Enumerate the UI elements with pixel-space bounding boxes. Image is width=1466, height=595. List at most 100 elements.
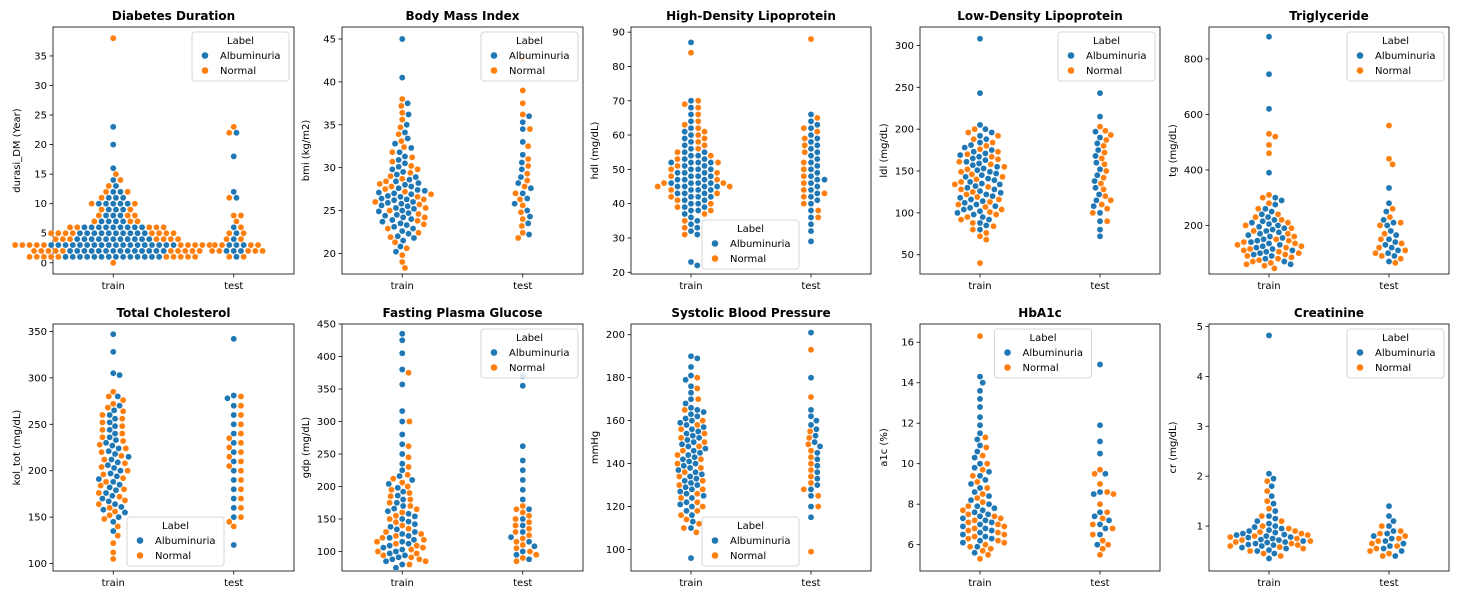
data-point-albuminuria-train [409,225,417,232]
data-point-normal-train [414,217,421,225]
data-point-albuminuria-train [701,196,708,204]
data-point-normal-train [681,406,689,414]
data-point-normal-train [153,235,160,243]
data-point-albuminuria-test [1385,512,1393,520]
data-point-albuminuria-test [1090,202,1097,210]
data-point-albuminuria-train [404,202,411,210]
y-tick-label: 120 [606,502,625,513]
data-point-albuminuria-test [233,241,240,249]
data-point-normal-test [1385,155,1393,163]
data-point-albuminuria-train [996,181,1004,188]
data-point-albuminuria-test [1102,470,1109,478]
data-point-albuminuria-train [976,484,984,492]
data-point-albuminuria-train [1252,540,1259,547]
data-point-albuminuria-test [811,438,818,446]
data-point-albuminuria-train [694,159,702,166]
data-point-albuminuria-train [687,39,695,46]
data-point-normal-train [98,448,105,456]
data-point-albuminuria-train [982,156,989,164]
chart-panel-3: High-Density Lipoprotein2030405060708090… [590,9,872,292]
data-point-albuminuria-train [976,472,984,480]
data-point-albuminuria-train [687,152,695,159]
data-point-albuminuria-test [230,235,238,243]
data-point-normal-train [1299,545,1307,552]
data-point-normal-test [807,35,815,43]
data-point-albuminuria-test [807,406,815,414]
data-point-albuminuria-train [106,419,113,426]
data-point-albuminuria-train [392,204,400,212]
data-point-normal-train [654,183,662,190]
data-point-albuminuria-test [1096,209,1104,217]
data-point-normal-test [806,428,814,435]
data-point-normal-test [1401,532,1409,540]
data-point-normal-train [713,169,721,177]
data-point-albuminuria-test [807,413,815,420]
data-point-normal-test [1389,161,1396,168]
data-point-albuminuria-train [991,186,998,193]
legend-entry-normal: Normal [509,363,545,374]
data-point-albuminuria-train [687,404,695,412]
data-point-albuminuria-train [410,205,418,213]
data-point-normal-train [96,441,104,449]
data-point-albuminuria-train [979,506,987,514]
data-point-normal-train [1272,236,1280,243]
y-tick-label: 600 [1184,110,1203,121]
data-point-albuminuria-test [525,112,533,120]
data-point-normal-train [98,206,105,213]
data-point-albuminuria-train [1265,332,1273,339]
data-point-albuminuria-train [681,155,689,163]
data-point-albuminuria-train [974,543,981,551]
data-point-normal-train [969,219,977,227]
data-point-normal-train [134,218,141,225]
data-point-normal-train [1304,531,1311,539]
data-point-normal-train [382,178,390,185]
data-point-normal-test [230,123,238,131]
data-point-normal-train [971,517,978,524]
data-point-normal-train [398,109,406,117]
data-point-albuminuria-test [1385,258,1393,265]
data-point-normal-train [660,179,668,187]
data-point-normal-train [413,542,420,549]
data-point-albuminuria-train [403,196,411,203]
y-tick-label: 20 [34,140,47,151]
data-point-normal-train [174,247,182,255]
data-point-albuminuria-train [707,186,715,194]
data-point-albuminuria-train [115,445,122,452]
data-point-albuminuria-train [401,153,409,160]
data-point-normal-test [1107,197,1115,204]
data-point-albuminuria-test [807,138,815,146]
data-point-normal-train [196,247,203,255]
legend-marker-albuminuria [711,537,719,544]
data-point-albuminuria-train [1259,242,1266,250]
data-point-albuminuria-test [224,394,231,402]
data-point-albuminuria-train [682,400,689,407]
data-point-albuminuria-test [807,186,815,194]
data-point-albuminuria-test [1094,171,1101,179]
data-point-albuminuria-train [104,461,112,469]
data-point-normal-train [88,200,95,207]
data-point-albuminuria-train [687,172,695,180]
data-point-normal-train [170,229,177,237]
data-point-normal-train [427,190,435,198]
data-point-normal-train [982,541,989,548]
data-point-albuminuria-train [985,492,993,500]
data-point-normal-test [1104,541,1112,548]
data-point-normal-train [677,425,685,433]
data-point-albuminuria-train [960,206,968,213]
data-point-normal-test [525,531,533,539]
data-point-albuminuria-train [991,504,998,512]
data-point-albuminuria-train [982,125,989,133]
data-point-normal-test [1101,149,1108,156]
data-point-normal-train [407,162,415,170]
data-point-albuminuria-train [1265,520,1273,527]
data-point-albuminuria-train [694,186,702,194]
data-point-albuminuria-test [1096,113,1104,120]
data-point-normal-train [995,196,1003,203]
data-point-normal-train [956,158,963,166]
axes-frame [341,323,584,572]
data-point-albuminuria-train [967,196,975,203]
data-point-normal-train [181,247,189,255]
legend-entry-albuminuria: Albuminuria [1375,348,1436,359]
chart-panel-8: Systolic Blood Pressure10012014016018020… [590,306,872,589]
data-point-normal-test [517,208,525,216]
